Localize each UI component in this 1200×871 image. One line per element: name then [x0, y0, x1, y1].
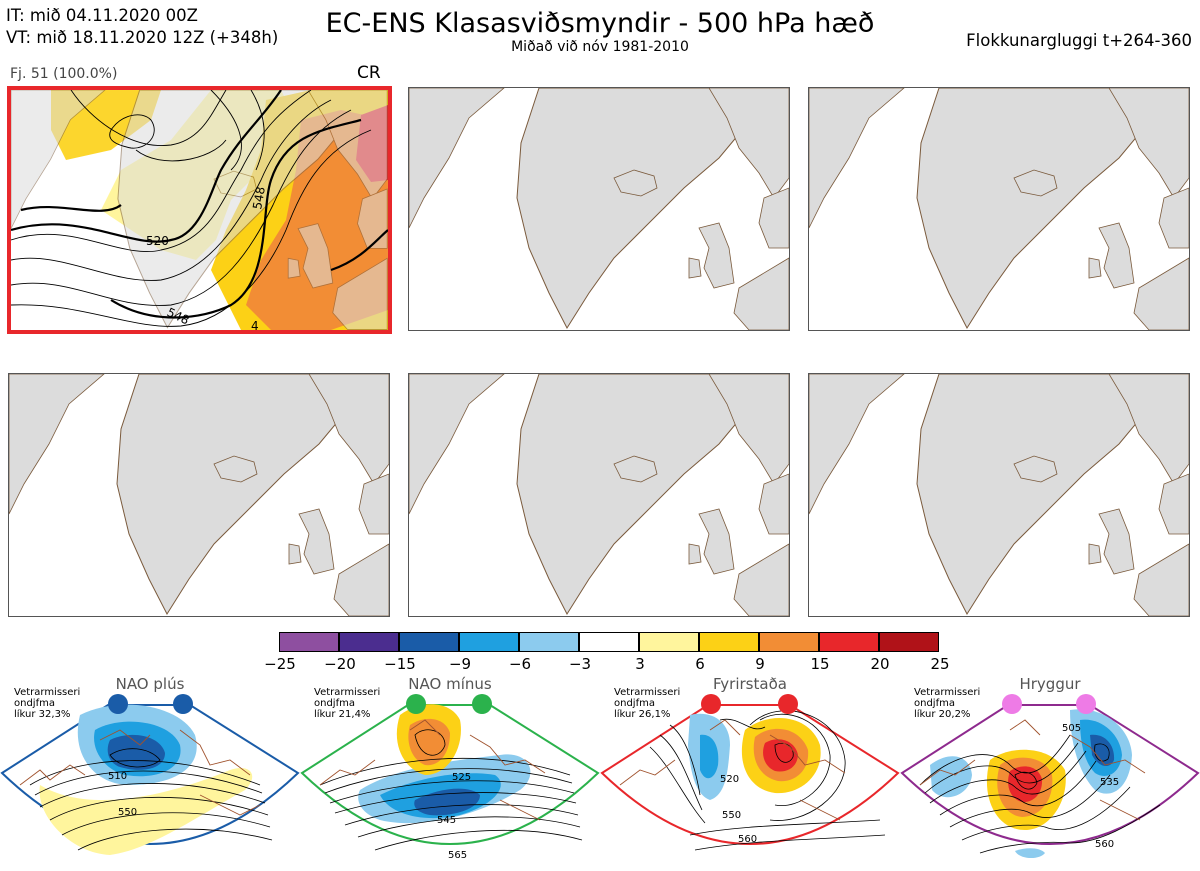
regime-contour-label: 510 [108, 771, 127, 782]
colorbar-tick: 9 [755, 655, 765, 673]
contour-label: 4 [251, 319, 259, 330]
colorbar-box-7 [699, 632, 759, 652]
colorbar-box-4 [519, 632, 579, 652]
cluster-map-6[interactable] [808, 373, 1190, 617]
cluster-regime-code: CR [357, 63, 381, 83]
regime-probability: Vetrarmisseri ondjfma líkur 20,2% [914, 687, 981, 720]
colorbar-box-3 [459, 632, 519, 652]
cluster-map-2[interactable] [408, 87, 790, 331]
regime-name: NAO mínus [408, 675, 492, 693]
regime-nao-minus[interactable]: 525 545 565 NAO mínus Vetrarmisseri ondj… [300, 675, 600, 871]
regime-contour-label: 535 [1100, 777, 1119, 788]
colorbar-box-2 [399, 632, 459, 652]
colorbar-tick: −9 [448, 655, 472, 673]
colorbar-box-8 [759, 632, 819, 652]
colorbar-box-0 [279, 632, 339, 652]
regime-probability: Vetrarmisseri ondjfma líkur 21,4% [314, 687, 381, 720]
regime-blocking[interactable]: 520 550 560 Fyrirstaða Vetrarmisseri ond… [600, 675, 900, 871]
colorbar-tick: 6 [695, 655, 705, 673]
page-title: EC-ENS Klasasviðsmyndir - 500 hPa hæð [325, 8, 875, 39]
regime-marker [778, 694, 798, 714]
cluster-1-anomaly-map: 520 548 548 4 [11, 90, 388, 330]
regime-contour-label: 550 [118, 807, 137, 818]
regime-nao-plus[interactable]: 510 550 NAO plús Vetrarmisseri ondjfma l… [0, 675, 300, 871]
regime-contour-label: 505 [1062, 723, 1081, 734]
regime-marker [1076, 694, 1096, 714]
colorbar-tick: 20 [870, 655, 890, 673]
regime-ridge[interactable]: 505 535 560 Hryggur Vetrarmisseri ondjfm… [900, 675, 1200, 871]
cluster-map-3[interactable] [808, 87, 1190, 331]
run-info: IT: mið 04.11.2020 00Z VT: mið 18.11.202… [6, 5, 278, 49]
colorbar-tick: 25 [930, 655, 950, 673]
regime-probability: Vetrarmisseri ondjfma líkur 32,3% [14, 687, 81, 720]
colorbar-tick: −15 [384, 655, 416, 673]
colorbar-box-1 [339, 632, 399, 652]
colorbar-tick: −3 [568, 655, 592, 673]
regime-name: Fyrirstaða [713, 675, 787, 693]
regime-contour-label: 545 [437, 815, 456, 826]
contour-label: 520 [146, 234, 169, 248]
colorbar-box-6 [639, 632, 699, 652]
regime-probability: Vetrarmisseri ondjfma líkur 26,1% [614, 687, 681, 720]
clustering-window: Flokkunargluggi t+264-360 [966, 31, 1192, 50]
regime-contour-label: 560 [738, 834, 757, 845]
colorbar-tick: 3 [635, 655, 645, 673]
regime-marker [406, 694, 426, 714]
regime-marker [108, 694, 128, 714]
regime-contour-label: 560 [1095, 839, 1114, 850]
regime-marker [472, 694, 492, 714]
cluster-map-4[interactable] [8, 373, 390, 617]
regime-contour-label: 525 [452, 772, 471, 783]
regime-contour-label: 520 [720, 774, 739, 785]
cluster-map-5[interactable] [408, 373, 790, 617]
regime-contour-label: 550 [722, 810, 741, 821]
colorbar-box-10 [879, 632, 939, 652]
valid-time: VT: mið 18.11.2020 12Z (+348h) [6, 28, 279, 47]
cluster-member-count: Fj. 51 (100.0%) [10, 66, 118, 82]
contour-label: 548 [250, 186, 268, 211]
regime-marker [173, 694, 193, 714]
cluster-map-1[interactable]: 520 548 548 4 [7, 86, 392, 334]
colorbar-tick: −20 [324, 655, 356, 673]
page-subtitle: Miðað við nóv 1981-2010 [511, 39, 689, 55]
colorbar-tick: −25 [264, 655, 296, 673]
colorbar-box-5 [579, 632, 639, 652]
colorbar-tick: 15 [810, 655, 830, 673]
regime-marker [1002, 694, 1022, 714]
regime-contour-label: 565 [448, 850, 467, 861]
colorbar-tick: −6 [508, 655, 532, 673]
colorbar-box-9 [819, 632, 879, 652]
regime-name: NAO plús [115, 675, 185, 693]
regime-marker [701, 694, 721, 714]
initial-time: IT: mið 04.11.2020 00Z [6, 6, 198, 25]
regime-name: Hryggur [1019, 675, 1081, 693]
